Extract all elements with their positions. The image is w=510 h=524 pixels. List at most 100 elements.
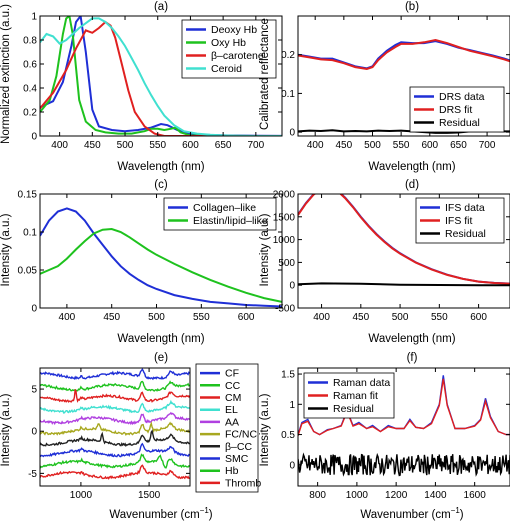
y-tick-label: 0	[289, 128, 295, 139]
legend-label: Thromb	[225, 477, 261, 489]
panel-d-xlabel: Wavelength (nm)	[368, 333, 455, 345]
legend-label: Raman data	[333, 377, 390, 389]
series-line-b-0	[298, 40, 510, 70]
legend-label: Oxy Hb	[211, 37, 246, 49]
y-tick-label: 0.2	[281, 50, 295, 61]
x-tick-label: 450	[103, 312, 120, 323]
y-tick-label: 5	[31, 385, 37, 396]
x-tick-label: 450	[335, 140, 352, 151]
x-tick-label: 550	[431, 312, 448, 323]
x-tick-label: 600	[182, 140, 199, 151]
y-tick-label: 500	[278, 258, 295, 269]
series-line-d-1	[298, 194, 510, 285]
panel-e-xlabel: Wavenumber (cm−1)	[109, 506, 212, 521]
x-tick-label: 450	[352, 312, 369, 323]
y-tick-label: 1.5	[281, 370, 295, 381]
x-tick-label: 1000	[70, 490, 93, 501]
legend-label: SMC	[225, 453, 249, 465]
panel-a-title: (a)	[154, 1, 168, 13]
series-line-b-1	[298, 38, 510, 71]
panel-b-xlabel: Wavelength (nm)	[368, 161, 455, 173]
y-tick-label: -5	[28, 469, 37, 480]
panel-d-series	[298, 194, 510, 287]
panel-e-title: (e)	[154, 352, 168, 364]
legend-label: Deoxy Hb	[211, 24, 257, 36]
panel-f-series	[298, 375, 510, 477]
x-tick-label: 650	[215, 140, 232, 151]
series-line-d-2	[298, 282, 510, 287]
x-tick-label: 550	[393, 140, 410, 151]
series-line-a-3	[40, 17, 282, 136]
x-tick-label: 400	[51, 140, 68, 151]
series-line-e-5	[40, 421, 190, 436]
x-tick-label: 700	[479, 140, 496, 151]
legend-label: Hb	[225, 465, 239, 477]
legend-label: Residual	[445, 228, 486, 240]
x-tick-label: 400	[59, 312, 76, 323]
series-line-e-7	[40, 442, 190, 458]
x-tick-label: 400	[313, 312, 330, 323]
series-line-a-2	[40, 20, 282, 136]
panel-e-ylabel: Intensity (a.u.)	[0, 393, 12, 466]
series-line-e-9	[40, 464, 190, 480]
panel-e-series	[40, 368, 190, 480]
y-tick-label: 1	[31, 12, 37, 23]
legend-box	[163, 197, 277, 231]
plot-frame-d	[297, 193, 510, 309]
plot-frame-a	[39, 15, 283, 137]
series-line-f-1	[298, 378, 510, 437]
y-tick-label: 2000	[273, 190, 296, 201]
panel-b: (b) Wavelength (nm) Calibrated reflectan…	[259, 1, 510, 173]
y-tick-label: 0.2	[23, 108, 37, 119]
panel-c: (c) Wavelength (nm) Intensity (a.u.) 400…	[0, 179, 283, 345]
panel-a-ylabel: Normalized extinction (a.u.)	[0, 4, 12, 144]
panel-c-xlabel: Wavelength (nm)	[117, 333, 204, 345]
panel-d: (d) Wavelength (nm) Intensity (a.u.) 400…	[259, 179, 510, 345]
series-line-e-2	[40, 389, 190, 403]
series-line-e-0	[40, 368, 190, 381]
plot-frame-c	[39, 193, 283, 309]
y-tick-label: 0	[289, 281, 295, 292]
series-line-c-0	[40, 207, 282, 308]
y-tick-label: 0.05	[18, 266, 38, 277]
panel-b-title: (b)	[405, 1, 419, 13]
x-tick-label: 550	[193, 312, 210, 323]
panel-e: (e) Wavenumber (cm−1) Intensity (a.u.) 1…	[0, 352, 261, 521]
panel-c-ylabel: Intensity (a.u.)	[0, 213, 12, 286]
y-tick-label: 0.6	[23, 60, 37, 71]
legend-label: Raman fit	[333, 390, 378, 402]
legend-label: EL	[225, 404, 238, 416]
y-tick-label: 0.5	[281, 430, 295, 441]
legend-label: DRS data	[439, 91, 485, 103]
panel-b-ylabel: Calibrated reflectance	[259, 18, 271, 130]
legend-label: IFS data	[445, 202, 485, 214]
panel-f-xlabel: Wavenumber (cm−1)	[360, 506, 463, 521]
series-line-e-4	[40, 411, 190, 426]
x-tick-label: 500	[117, 140, 134, 151]
x-tick-label: 1500	[138, 490, 161, 501]
panel-d-title: (d)	[405, 179, 419, 191]
x-tick-label: 800	[309, 490, 326, 501]
x-tick-label: 500	[392, 312, 409, 323]
x-tick-label: 1600	[464, 490, 487, 501]
x-tick-label: 550	[149, 140, 166, 151]
y-tick-label: 0.1	[23, 228, 37, 239]
legend-label: CC	[225, 380, 241, 392]
y-tick-label: 0	[289, 460, 295, 471]
series-line-e-1	[40, 380, 190, 392]
x-tick-label: 650	[450, 140, 467, 151]
plot-frame-f	[297, 367, 510, 487]
panel-a-xlabel: Wavelength (nm)	[117, 161, 204, 173]
x-tick-label: 1200	[385, 490, 408, 501]
panel-f: (f) Wavenumber (cm−1) Intensity (a.u.) 8…	[259, 352, 510, 521]
legend-label: Elastin/lipid–like	[193, 215, 268, 227]
legend-label: AA	[225, 416, 239, 428]
plot-frame-e	[39, 367, 191, 487]
panel-a-series	[40, 16, 282, 136]
